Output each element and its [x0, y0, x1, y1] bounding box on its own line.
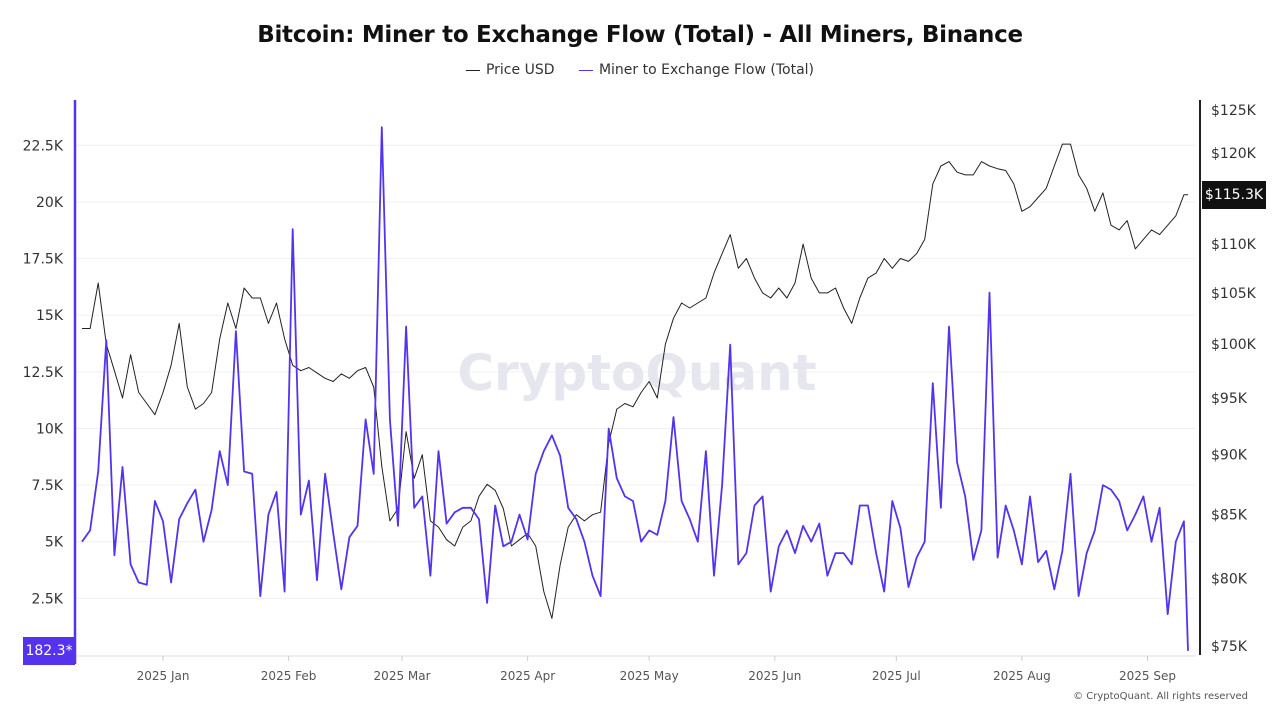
x-tick-label: 2025 Jul: [872, 669, 921, 683]
legend-item-price[interactable]: Price USD: [465, 62, 555, 78]
right-tick-label: $85K: [1211, 508, 1248, 524]
x-tick-label: 2025 Feb: [261, 669, 317, 683]
x-tick-label: 2025 Jan: [137, 669, 190, 683]
legend-item-flow[interactable]: Miner to Exchange Flow (Total): [578, 62, 815, 78]
copyright: © CryptoQuant. All rights reserved: [1073, 691, 1248, 702]
left-tick-label: 20K: [36, 195, 64, 211]
flow-last-value-badge: 182.3*: [23, 637, 75, 665]
legend-label-price: Price USD: [485, 62, 555, 78]
legend-swatch-flow: [578, 69, 593, 71]
right-tick-label: $80K: [1211, 571, 1248, 587]
right-tick-label: $90K: [1211, 448, 1248, 464]
price-series-line: [82, 143, 1188, 619]
right-tick-label: $95K: [1211, 391, 1248, 407]
right-tick-label: $110K: [1211, 237, 1257, 253]
x-tick-label: 2025 Mar: [374, 669, 431, 683]
left-tick-label: 22.5K: [23, 138, 64, 154]
watermark: CryptoQuant: [457, 344, 816, 402]
flow-series-line: [81, 126, 1189, 651]
left-tick-label: 15K: [36, 308, 64, 324]
right-tick-label: $120K: [1211, 146, 1257, 162]
price-last-value-badge: $115.3K: [1202, 181, 1266, 209]
chart-title: Bitcoin: Miner to Exchange Flow (Total) …: [257, 22, 1023, 48]
left-tick-label: 7.5K: [32, 478, 64, 494]
x-tick-label: 2025 Apr: [500, 669, 555, 683]
legend-swatch-price: [465, 69, 480, 71]
right-tick-label: $100K: [1211, 337, 1257, 353]
right-tick-label: $105K: [1211, 286, 1257, 302]
left-tick-label: 5K: [45, 535, 64, 551]
x-tick-label: 2025 Aug: [993, 669, 1051, 683]
legend-label-flow: Miner to Exchange Flow (Total): [598, 62, 815, 78]
legend: Price USD Miner to Exchange Flow (Total): [0, 62, 1280, 78]
right-tick-label: $75K: [1211, 639, 1248, 655]
left-tick-label: 10K: [36, 421, 64, 437]
x-tick-label: 2025 May: [620, 669, 679, 683]
left-tick-label: 17.5K: [23, 252, 64, 268]
x-tick-label: 2025 Sep: [1119, 669, 1176, 683]
left-tick-label: 2.5K: [32, 591, 64, 607]
x-tick-label: 2025 Jun: [748, 669, 801, 683]
right-tick-label: $125K: [1211, 103, 1257, 119]
left-tick-label: 12.5K: [23, 365, 64, 381]
